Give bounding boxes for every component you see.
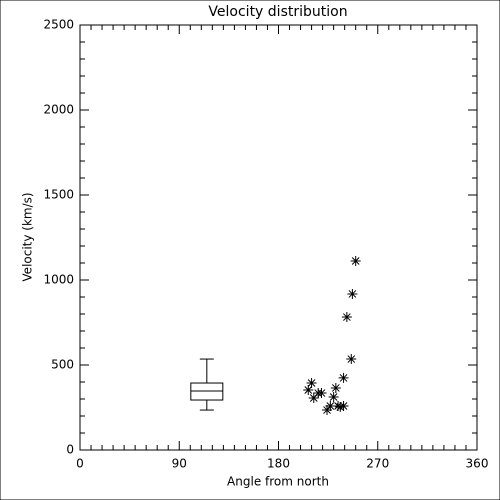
point: [346, 354, 357, 365]
point: [333, 400, 344, 411]
point: [335, 401, 346, 412]
point: [306, 378, 317, 389]
y-tick-label: 0: [66, 443, 74, 457]
point: [322, 405, 333, 416]
chart-title: Velocity distribution: [208, 4, 347, 20]
point: [303, 384, 314, 395]
point: [347, 288, 358, 299]
box: [190, 382, 224, 401]
x-axis-label: Angle from north: [227, 475, 329, 489]
point: [325, 400, 336, 411]
plot-frame: [79, 24, 478, 451]
y-tick-label: 500: [51, 358, 74, 372]
y-tick-label: 2000: [43, 103, 74, 117]
point: [316, 388, 327, 399]
point: [338, 372, 349, 383]
point: [330, 382, 341, 393]
y-tick-label: 2500: [43, 18, 74, 32]
x-tick-label: 360: [466, 457, 489, 471]
x-tick-label: 270: [366, 457, 389, 471]
y-axis-label: Velocity (km/s): [21, 192, 35, 281]
x-tick-label: 0: [76, 457, 84, 471]
y-tick-label: 1500: [43, 188, 74, 202]
point: [328, 391, 339, 402]
y-tick-label: 1000: [43, 273, 74, 287]
point: [350, 255, 361, 266]
x-tick-label: 180: [267, 457, 290, 471]
x-tick-label: 90: [172, 457, 187, 471]
point: [338, 400, 349, 411]
point: [308, 392, 319, 403]
point: [341, 312, 352, 323]
